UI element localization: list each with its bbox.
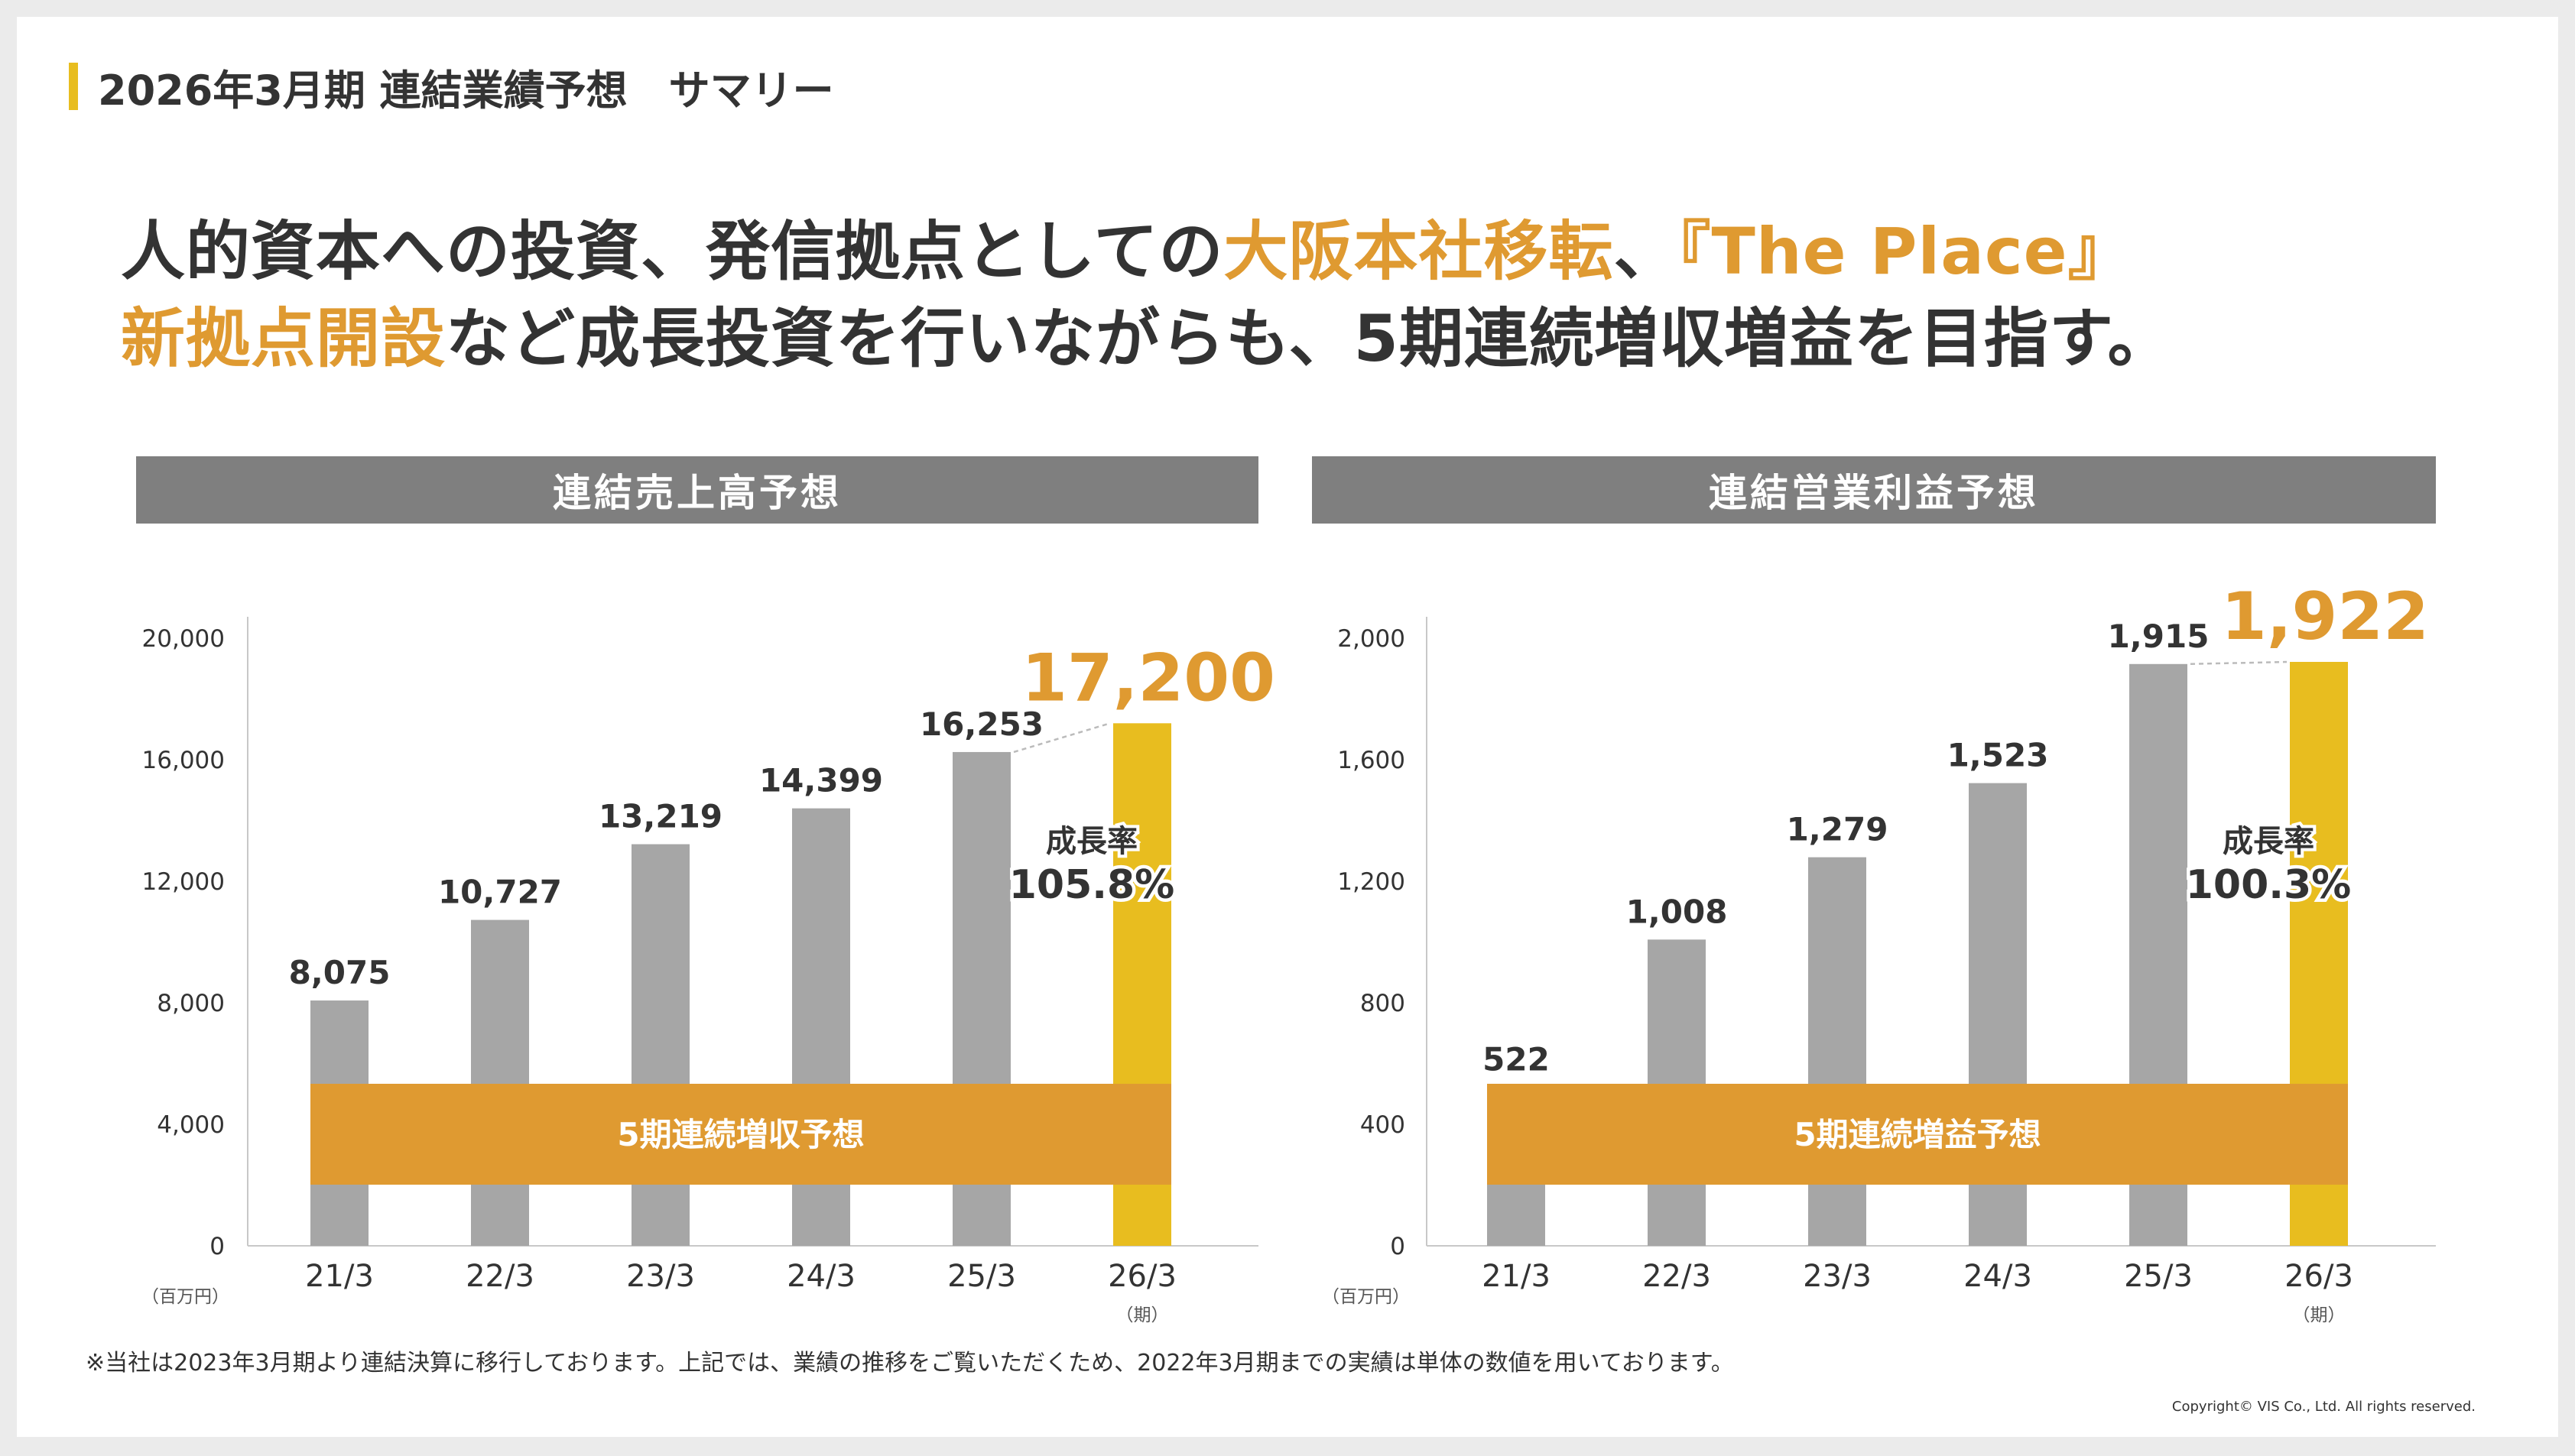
actual-bar: [1808, 857, 1866, 1246]
footnote: ※当社は2023年3月期より連結決算に移行しております。上記では、業績の推移をご…: [86, 1350, 1734, 1377]
value-label: 1,523: [1947, 737, 2049, 774]
value-label: 1,008: [1626, 893, 1728, 930]
y-tick-label: 16,000: [142, 747, 225, 774]
unit-label: （百万円）: [141, 1287, 229, 1307]
growth-rate-label: 成長率: [1046, 824, 1138, 859]
headline-segment: 、: [1613, 214, 1679, 289]
value-label: 16,253: [920, 705, 1044, 743]
copyright: Copyright© VIS Co., Ltd. All rights rese…: [2171, 1399, 2476, 1415]
y-tick-label: 20,000: [142, 625, 225, 653]
growth-rate-value: 105.8%: [1009, 862, 1175, 908]
forecast-value-label: 1,922: [2221, 579, 2429, 655]
headline-line-2: 新拠点開設など成長投資を行いながらも、5期連続増収増益を目指す。: [121, 287, 2173, 380]
growth-streak-band: [1487, 1084, 2348, 1185]
headline-segment: 大阪本社移転: [1223, 214, 1614, 289]
band-label: 5期連続増益予想: [1794, 1116, 2041, 1153]
y-tick-label: 2,000: [1337, 625, 1405, 653]
x-tick-label: 25/3: [947, 1259, 1016, 1294]
sales-panel-header: 連結売上高予想: [136, 456, 1258, 524]
value-label: 13,219: [599, 798, 722, 835]
growth-rate-label: 成長率: [2223, 824, 2314, 859]
x-tick-label: 21/3: [305, 1259, 374, 1294]
x-tick-label: 25/3: [2124, 1259, 2193, 1294]
growth-rate-value: 100.3%: [2186, 862, 2352, 908]
period-label: （期）: [2293, 1305, 2346, 1325]
band-label: 5期連続増収予想: [617, 1116, 864, 1153]
y-tick-label: 8,000: [157, 990, 225, 1017]
section-title-text: 2026年3月期 連結業績予想 サマリー: [98, 66, 834, 115]
profit-panel-header: 連結営業利益予想: [1312, 456, 2436, 524]
headline-segment: 『The Place』: [1678, 214, 2133, 289]
headline-segment: 新拠点開設: [121, 301, 446, 376]
period-label: （期）: [1116, 1305, 1169, 1325]
y-tick-label: 1,200: [1337, 868, 1405, 896]
headline-line-1: 人的資本への投資、発信拠点としての大阪本社移転、『The Place』: [121, 200, 2133, 293]
forecast-value-label: 17,200: [1021, 640, 1275, 716]
x-tick-label: 24/3: [1963, 1259, 2032, 1294]
actual-bar: [471, 919, 529, 1246]
y-tick-label: 0: [1390, 1233, 1405, 1260]
headline-segment: 人的資本への投資、発信拠点としての: [121, 214, 1224, 289]
x-tick-label: 26/3: [2284, 1259, 2353, 1294]
value-label: 1,279: [1787, 811, 1888, 848]
x-tick-label: 23/3: [626, 1259, 695, 1294]
y-tick-label: 1,600: [1337, 747, 1405, 774]
headline-segment: など成長投資を行いながらも、5期連続増収増益を目指す。: [446, 301, 2173, 376]
value-label: 522: [1482, 1041, 1550, 1078]
y-tick-label: 0: [209, 1233, 225, 1260]
value-label: 14,399: [759, 762, 883, 799]
value-label: 1,915: [2108, 618, 2210, 655]
x-tick-label: 26/3: [1108, 1259, 1177, 1294]
section-title: 2026年3月期 連結業績予想 サマリー: [69, 60, 834, 115]
x-tick-label: 21/3: [1482, 1259, 1551, 1294]
x-tick-label: 24/3: [787, 1259, 856, 1294]
y-tick-label: 400: [1360, 1111, 1405, 1139]
growth-streak-band: [310, 1084, 1171, 1185]
unit-label: （百万円）: [1322, 1287, 1410, 1307]
x-tick-label: 23/3: [1803, 1259, 1872, 1294]
y-tick-label: 800: [1360, 990, 1405, 1017]
title-accent-bar: [69, 63, 78, 110]
x-tick-label: 22/3: [1642, 1259, 1711, 1294]
y-tick-label: 12,000: [142, 868, 225, 896]
forecast-connector: [2190, 660, 2288, 666]
x-tick-label: 22/3: [466, 1259, 534, 1294]
y-tick-label: 4,000: [157, 1111, 225, 1139]
value-label: 8,075: [289, 954, 391, 991]
value-label: 10,727: [438, 874, 562, 911]
